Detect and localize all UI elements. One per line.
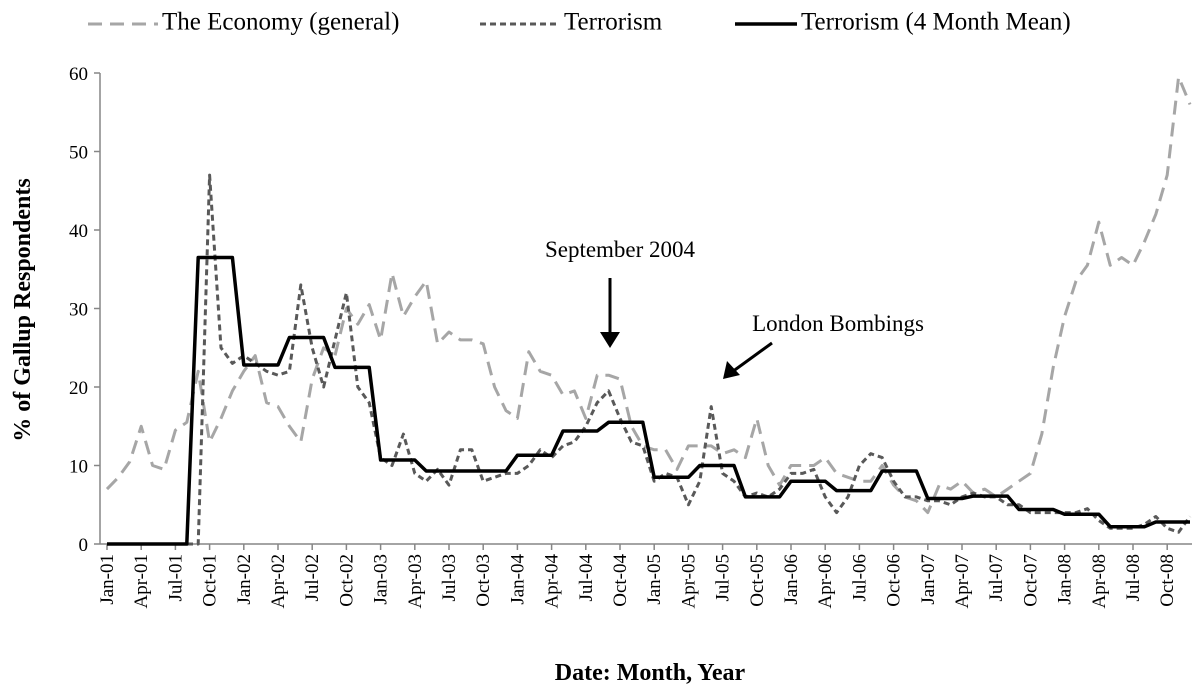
x-tick-label: Jul-03 [439, 554, 460, 602]
y-tick-label: 60 [69, 64, 88, 85]
y-tick-label: 10 [69, 457, 88, 478]
x-tick-label: Jan-03 [371, 554, 392, 605]
x-tick-label: Oct-02 [336, 554, 357, 607]
x-tick-label: Apr-08 [1089, 554, 1110, 609]
x-tick-label: Jan-07 [918, 554, 939, 605]
x-tick-label: Jul-07 [986, 554, 1007, 602]
y-tick-label: 20 [69, 378, 88, 399]
x-tick-label: Oct-06 [884, 554, 905, 607]
legend-label: Terrorism [564, 9, 663, 36]
x-tick-label: Jul-08 [1123, 554, 1144, 602]
x-tick-label: Jan-05 [644, 554, 665, 605]
x-tick-label: Apr-07 [952, 554, 973, 609]
annotation: September 2004 [545, 237, 696, 262]
annotation-arrow [731, 341, 773, 374]
x-tick-label: Jul-01 [165, 554, 186, 602]
x-tick-label: Oct-07 [1020, 554, 1041, 607]
arrow-head [600, 332, 620, 348]
x-tick-label: Jul-02 [302, 554, 323, 602]
arrow-head [723, 361, 740, 379]
annotation: London Bombings [752, 311, 924, 336]
x-tick-label: Jul-04 [576, 554, 597, 602]
x-tick-label: Oct-01 [200, 554, 221, 607]
x-tick-label: Jan-01 [97, 554, 118, 605]
x-tick-label: Jan-02 [234, 554, 255, 605]
legend-label: The Economy (general) [162, 9, 399, 36]
legend-label: Terrorism (4 Month Mean) [801, 9, 1071, 36]
x-tick-label: Oct-05 [747, 554, 768, 607]
series-line [107, 255, 1190, 546]
x-tick-label: Apr-06 [815, 554, 836, 609]
x-tick-label: Jan-08 [1055, 554, 1076, 605]
x-tick-label: Apr-01 [131, 554, 152, 609]
x-tick-label: Jul-06 [849, 554, 870, 602]
x-tick-label: Oct-08 [1157, 554, 1178, 607]
x-axis-title: Date: Month, Year [555, 660, 746, 686]
y-tick-label: 40 [69, 221, 88, 242]
y-tick-label: 30 [69, 300, 88, 321]
x-tick-label: Oct-03 [473, 554, 494, 607]
x-tick-label: Jan-04 [507, 554, 528, 605]
x-tick-label: Jul-05 [713, 554, 734, 602]
x-tick-label: Apr-05 [678, 554, 699, 609]
series-line [107, 173, 1192, 546]
y-tick-label: 0 [79, 535, 89, 556]
x-tick-label: Apr-02 [268, 554, 289, 609]
x-tick-label: Jan-06 [781, 554, 802, 605]
x-tick-label: Apr-04 [542, 554, 563, 609]
x-tick-label: Oct-04 [610, 554, 631, 607]
y-axis-title: % of Gallup Respondents [10, 178, 36, 441]
x-tick-label: Apr-03 [405, 554, 426, 609]
y-tick-label: 50 [69, 143, 88, 164]
